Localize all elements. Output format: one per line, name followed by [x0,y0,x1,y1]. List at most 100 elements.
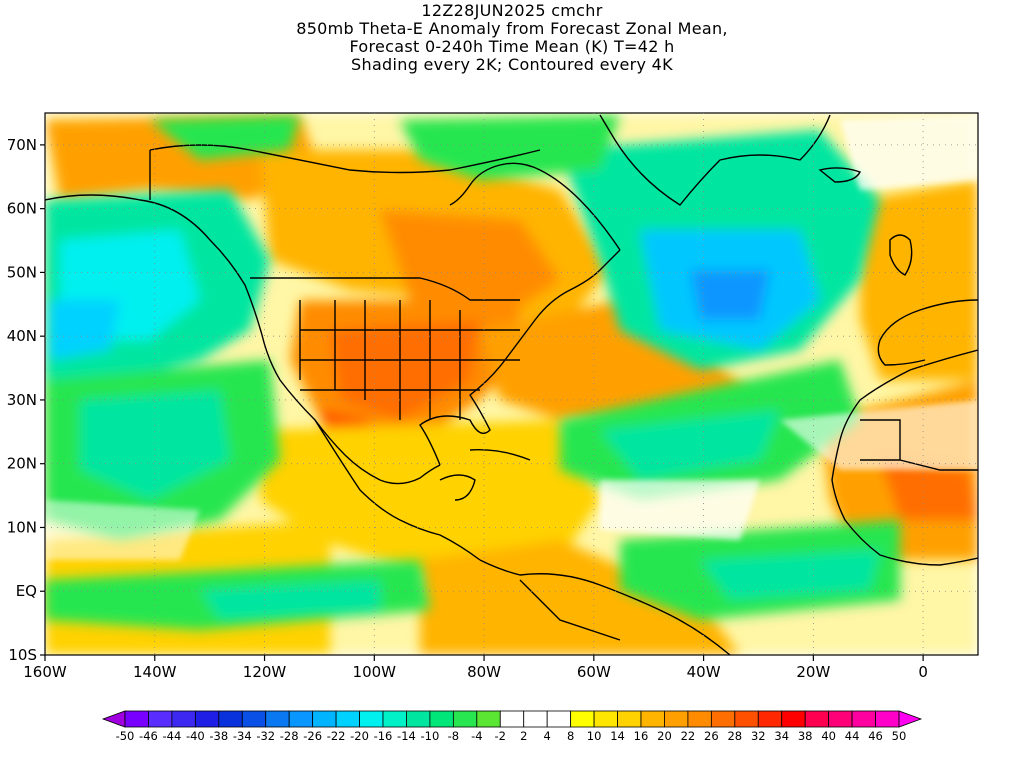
colorbar-swatch [429,710,454,728]
latitude-axis: 70N 60N 50N 40N 30N 20N 10N EQ 10S [7,136,45,664]
latitude-tick-label: 60N [7,200,37,218]
colorbar-label: 26 [704,729,719,743]
colorbar-label: -44 [163,729,182,743]
colorbar-label: -14 [397,729,416,743]
colorbar-swatch [335,710,360,728]
longitude-tick-label: 120W [243,663,287,681]
colorbar-swatch [148,710,173,728]
colorbar-label: -4 [471,729,482,743]
colorbar-swatch [499,710,525,728]
colorbar-swatch [124,710,149,728]
title-line-3: Forecast 0-240h Time Mean (K) T=42 h [349,37,675,56]
colorbar-label: -20 [350,729,369,743]
longitude-tick-label: 80W [467,663,501,681]
colorbar-swatch [359,710,384,728]
colorbar-swatch [757,710,783,728]
colorbar-label: 10 [587,729,602,743]
colorbar-swatch [828,710,853,728]
colorbar-label: 4 [544,729,551,743]
colorbar-swatch [593,710,618,728]
colorbar-swatch [734,710,759,728]
colorbar-swatch [781,710,806,728]
colorbar-label: -28 [280,729,299,743]
colorbar-swatch [687,710,712,728]
colorbar-swatch [476,710,501,728]
colorbar-swatch [312,710,337,728]
colorbar-swatch [218,710,243,728]
colorbar-label: -34 [233,729,252,743]
colorbar-swatch [804,710,830,728]
longitude-tick-label: 60W [577,663,611,681]
colorbar-swatch [523,710,548,728]
colorbar-swatch [241,710,267,728]
colorbar-label: 38 [798,729,813,743]
title-line-1: 12Z28JUN2025 cmchr [421,1,603,20]
colorbar-label: 34 [774,729,789,743]
colorbar-swatch [382,710,407,728]
colorbar-swatch [288,710,314,728]
colorbar-swatch [664,710,689,728]
colorbar-label: 14 [610,729,625,743]
colorbar-swatch [265,710,290,728]
colorbar-swatch [194,710,220,728]
colorbar-label: 22 [681,729,696,743]
colorbar-label: -16 [374,729,393,743]
colorbar-swatch [851,710,876,728]
latitude-tick-label: 10S [8,646,37,664]
colorbar-label: 28 [727,729,742,743]
colorbar-label: -8 [448,729,459,743]
colorbar-label: 16 [634,729,649,743]
colorbar-label: -10 [421,729,440,743]
colorbar-swatch [710,710,736,728]
latitude-tick-label: EQ [16,582,37,600]
colorbar-label: -32 [256,729,275,743]
longitude-tick-label: 40W [687,663,721,681]
colorbar-label: -26 [303,729,322,743]
colorbar-label: -2 [495,729,506,743]
colorbar-label: 46 [868,729,883,743]
coastlines [45,114,978,655]
latitude-tick-label: 10N [7,518,37,536]
longitude-axis: 160W 140W 120W 100W 80W 60W 40W 20W 0 [23,655,928,681]
colorbar-swatch [640,710,665,728]
latitude-tick-label: 40N [7,327,37,345]
latitude-tick-label: 20N [7,455,37,473]
longitude-tick-label: 160W [23,663,67,681]
colorbar-swatch [452,710,478,728]
colorbar-swatch [617,710,642,728]
colorbar-swatch [875,710,900,728]
colorbar-label: -38 [209,729,228,743]
colorbar-label: 8 [567,729,574,743]
latitude-tick-label: 70N [7,136,37,154]
colorbar-swatch [406,710,431,728]
colorbar-swatch [570,710,595,728]
colorbar-label: -46 [139,729,158,743]
title-line-2: 850mb Theta-E Anomaly from Forecast Zona… [296,19,728,38]
colorbar-label: 32 [751,729,766,743]
colorbar: -50 -46 -44 -40 -38 -34 -32 -28 -26 -22 -20 -16 -14-… [101,710,923,743]
colorbar-label: 20 [657,729,672,743]
colorbar-label: -50 [116,729,135,743]
colorbar-label: 40 [821,729,836,743]
colorbar-swatch [546,710,572,728]
title-block: 12Z28JUN2025 cmchr 850mb Theta-E Anomaly… [0,2,1024,74]
colorbar-swatch [171,710,196,728]
colorbar-label: 50 [892,729,907,743]
longitude-tick-label: 20W [796,663,830,681]
colorbar-min-arrow [101,710,126,728]
colorbar-label: -40 [186,729,205,743]
longitude-tick-label: 0 [918,663,928,681]
colorbar-label: 2 [520,729,527,743]
colorbar-label: 44 [845,729,860,743]
shading-layer [45,113,978,655]
colorbar-label: -22 [327,729,346,743]
map-frame [44,112,979,656]
longitude-tick-label: 140W [133,663,177,681]
title-line-4: Shading every 2K; Contoured every 4K [351,55,673,74]
longitude-tick-label: 100W [353,663,397,681]
latitude-tick-label: 50N [7,263,37,281]
colorbar-max-arrow [898,710,923,728]
graticule [45,113,978,655]
latitude-tick-label: 30N [7,391,37,409]
